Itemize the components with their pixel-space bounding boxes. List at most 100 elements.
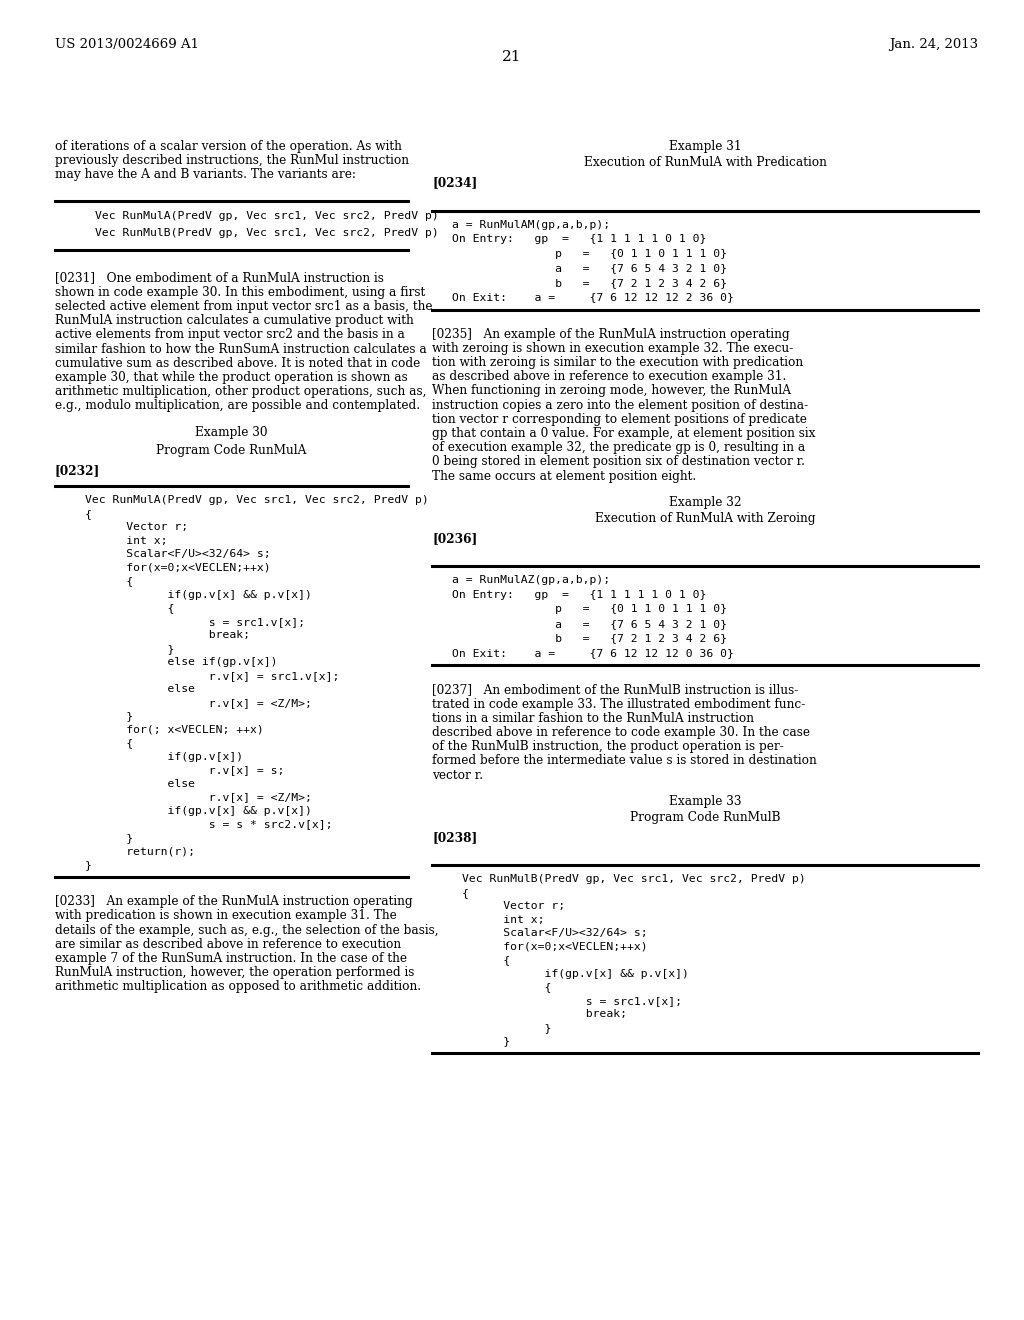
Text: details of the example, such as, e.g., the selection of the basis,: details of the example, such as, e.g., t… xyxy=(55,924,438,937)
Text: as described above in reference to execution example 31.: as described above in reference to execu… xyxy=(432,370,786,383)
Text: e.g., modulo multiplication, are possible and contemplated.: e.g., modulo multiplication, are possibl… xyxy=(55,400,420,412)
Text: a = RunMulAM(gp,a,b,p);: a = RunMulAM(gp,a,b,p); xyxy=(452,219,610,230)
Text: {: { xyxy=(462,982,551,993)
Text: described above in reference to code example 30. In the case: described above in reference to code exa… xyxy=(432,726,810,739)
Text: r.v[x] = <Z/M>;: r.v[x] = <Z/M>; xyxy=(85,792,312,803)
Text: RunMulA instruction calculates a cumulative product with: RunMulA instruction calculates a cumulat… xyxy=(55,314,414,327)
Text: }: } xyxy=(85,859,92,870)
Text: Scalar<F/U><32/64> s;: Scalar<F/U><32/64> s; xyxy=(462,928,647,939)
Text: a   =   {7 6 5 4 3 2 1 0}: a = {7 6 5 4 3 2 1 0} xyxy=(452,263,727,273)
Text: On Entry:   gp  =   {1 1 1 1 1 0 1 0}: On Entry: gp = {1 1 1 1 1 0 1 0} xyxy=(452,590,707,599)
Text: [0235]   An example of the RunMulA instruction operating: [0235] An example of the RunMulA instruc… xyxy=(432,327,790,341)
Text: else: else xyxy=(85,684,195,694)
Text: [0234]: [0234] xyxy=(432,177,477,189)
Text: tions in a similar fashion to the RunMulA instruction: tions in a similar fashion to the RunMul… xyxy=(432,711,754,725)
Text: p   =   {0 1 1 0 1 1 1 0}: p = {0 1 1 0 1 1 1 0} xyxy=(452,605,727,614)
Text: a   =   {7 6 5 4 3 2 1 0}: a = {7 6 5 4 3 2 1 0} xyxy=(452,619,727,628)
Text: formed before the intermediate value s is stored in destination: formed before the intermediate value s i… xyxy=(432,755,817,767)
Text: {: { xyxy=(85,508,92,519)
Text: p   =   {0 1 1 0 1 1 1 0}: p = {0 1 1 0 1 1 1 0} xyxy=(452,248,727,259)
Text: b   =   {7 2 1 2 3 4 2 6}: b = {7 2 1 2 3 4 2 6} xyxy=(452,634,727,643)
Text: [0232]: [0232] xyxy=(55,465,100,477)
Text: tion with zeroing is similar to the execution with predication: tion with zeroing is similar to the exec… xyxy=(432,356,803,370)
Text: vector r.: vector r. xyxy=(432,768,483,781)
Text: previously described instructions, the RunMul instruction: previously described instructions, the R… xyxy=(55,154,409,168)
Text: with zeroing is shown in execution example 32. The execu-: with zeroing is shown in execution examp… xyxy=(432,342,794,355)
Text: 21: 21 xyxy=(502,50,522,63)
Text: int x;: int x; xyxy=(462,915,545,925)
Text: }: } xyxy=(462,1036,510,1047)
Text: 0 being stored in element position six of destination vector r.: 0 being stored in element position six o… xyxy=(432,455,805,469)
Text: {: { xyxy=(85,603,174,614)
Text: tion vector r corresponding to element positions of predicate: tion vector r corresponding to element p… xyxy=(432,413,807,426)
Text: Example 30: Example 30 xyxy=(196,425,267,438)
Text: for(x=0;x<VECLEN;++x): for(x=0;x<VECLEN;++x) xyxy=(462,942,647,952)
Text: Vec RunMulB(PredV gp, Vec src1, Vec src2, PredV p): Vec RunMulB(PredV gp, Vec src1, Vec src2… xyxy=(462,874,806,884)
Text: Example 32: Example 32 xyxy=(669,496,741,508)
Text: example 30, that while the product operation is shown as: example 30, that while the product opera… xyxy=(55,371,408,384)
Text: gp that contain a 0 value. For example, at element position six: gp that contain a 0 value. For example, … xyxy=(432,426,815,440)
Text: are similar as described above in reference to execution: are similar as described above in refere… xyxy=(55,937,401,950)
Text: Program Code RunMulB: Program Code RunMulB xyxy=(630,810,780,824)
Text: int x;: int x; xyxy=(85,536,168,545)
Text: US 2013/0024669 A1: US 2013/0024669 A1 xyxy=(55,38,199,51)
Text: arithmetic multiplication as opposed to arithmetic addition.: arithmetic multiplication as opposed to … xyxy=(55,981,421,994)
Text: [0236]: [0236] xyxy=(432,532,477,545)
Text: }: } xyxy=(462,1023,551,1034)
Text: break;: break; xyxy=(85,630,250,640)
Text: selected active element from input vector src1 as a basis, the: selected active element from input vecto… xyxy=(55,300,432,313)
Text: RunMulA instruction, however, the operation performed is: RunMulA instruction, however, the operat… xyxy=(55,966,415,979)
Text: for(; x<VECLEN; ++x): for(; x<VECLEN; ++x) xyxy=(85,725,264,735)
Text: {: { xyxy=(462,888,469,898)
Text: of the RunMulB instruction, the product operation is per-: of the RunMulB instruction, the product … xyxy=(432,741,783,754)
Text: Scalar<F/U><32/64> s;: Scalar<F/U><32/64> s; xyxy=(85,549,270,560)
Text: The same occurs at element position eight.: The same occurs at element position eigh… xyxy=(432,470,696,483)
Text: break;: break; xyxy=(462,1010,627,1019)
Text: for(x=0;x<VECLEN;++x): for(x=0;x<VECLEN;++x) xyxy=(85,562,270,573)
Text: trated in code example 33. The illustrated embodiment func-: trated in code example 33. The illustrat… xyxy=(432,697,805,710)
Text: instruction copies a zero into the element position of destina-: instruction copies a zero into the eleme… xyxy=(432,399,808,412)
Text: Vec RunMulA(PredV gp, Vec src1, Vec src2, PredV p): Vec RunMulA(PredV gp, Vec src1, Vec src2… xyxy=(85,495,429,506)
Text: [0238]: [0238] xyxy=(432,832,477,845)
Text: with predication is shown in execution example 31. The: with predication is shown in execution e… xyxy=(55,909,396,923)
Text: Program Code RunMulA: Program Code RunMulA xyxy=(157,444,306,457)
Text: Vec RunMulA(PredV gp, Vec src1, Vec src2, PredV p): Vec RunMulA(PredV gp, Vec src1, Vec src2… xyxy=(95,211,438,220)
Text: return(r);: return(r); xyxy=(85,846,195,857)
Text: b   =   {7 2 1 2 3 4 2 6}: b = {7 2 1 2 3 4 2 6} xyxy=(452,277,727,288)
Text: Vec RunMulB(PredV gp, Vec src1, Vec src2, PredV p): Vec RunMulB(PredV gp, Vec src1, Vec src2… xyxy=(95,228,438,238)
Text: if(gp.v[x] && p.v[x]): if(gp.v[x] && p.v[x]) xyxy=(85,590,312,599)
Text: if(gp.v[x] && p.v[x]): if(gp.v[x] && p.v[x]) xyxy=(462,969,689,979)
Text: On Exit:    a =     {7 6 12 12 12 2 36 0}: On Exit: a = {7 6 12 12 12 2 36 0} xyxy=(452,292,734,302)
Text: Jan. 24, 2013: Jan. 24, 2013 xyxy=(889,38,978,51)
Text: r.v[x] = src1.v[x];: r.v[x] = src1.v[x]; xyxy=(85,671,339,681)
Text: {: { xyxy=(462,956,510,965)
Text: Example 33: Example 33 xyxy=(669,795,741,808)
Text: {: { xyxy=(85,738,133,748)
Text: On Exit:    a =     {7 6 12 12 12 0 36 0}: On Exit: a = {7 6 12 12 12 0 36 0} xyxy=(452,648,734,657)
Text: of iterations of a scalar version of the operation. As with: of iterations of a scalar version of the… xyxy=(55,140,401,153)
Text: arithmetic multiplication, other product operations, such as,: arithmetic multiplication, other product… xyxy=(55,385,427,399)
Text: if(gp.v[x]): if(gp.v[x]) xyxy=(85,751,243,762)
Text: Example 31: Example 31 xyxy=(669,140,741,153)
Text: else: else xyxy=(85,779,195,788)
Text: example 7 of the RunSumA instruction. In the case of the: example 7 of the RunSumA instruction. In… xyxy=(55,952,407,965)
Text: {: { xyxy=(85,577,133,586)
Text: r.v[x] = s;: r.v[x] = s; xyxy=(85,766,285,775)
Text: When functioning in zeroing mode, however, the RunMulA: When functioning in zeroing mode, howeve… xyxy=(432,384,791,397)
Text: may have the A and B variants. The variants are:: may have the A and B variants. The varia… xyxy=(55,169,356,181)
Text: active elements from input vector src2 and the basis in a: active elements from input vector src2 a… xyxy=(55,329,404,342)
Text: a = RunMulAZ(gp,a,b,p);: a = RunMulAZ(gp,a,b,p); xyxy=(452,576,610,585)
Text: s = src1.v[x];: s = src1.v[x]; xyxy=(462,995,682,1006)
Text: shown in code example 30. In this embodiment, using a first: shown in code example 30. In this embodi… xyxy=(55,286,425,298)
Text: s = src1.v[x];: s = src1.v[x]; xyxy=(85,616,305,627)
Text: }: } xyxy=(85,833,133,842)
Text: s = s * src2.v[x];: s = s * src2.v[x]; xyxy=(85,820,333,829)
Text: Vector r;: Vector r; xyxy=(462,902,565,911)
Text: [0231]   One embodiment of a RunMulA instruction is: [0231] One embodiment of a RunMulA instr… xyxy=(55,272,384,285)
Text: cumulative sum as described above. It is noted that in code: cumulative sum as described above. It is… xyxy=(55,356,420,370)
Text: On Entry:   gp  =   {1 1 1 1 1 0 1 0}: On Entry: gp = {1 1 1 1 1 0 1 0} xyxy=(452,234,707,244)
Text: of execution example 32, the predicate gp is 0, resulting in a: of execution example 32, the predicate g… xyxy=(432,441,805,454)
Text: Execution of RunMulA with Zeroing: Execution of RunMulA with Zeroing xyxy=(595,512,815,525)
Text: }: } xyxy=(85,711,133,721)
Text: else if(gp.v[x]): else if(gp.v[x]) xyxy=(85,657,278,667)
